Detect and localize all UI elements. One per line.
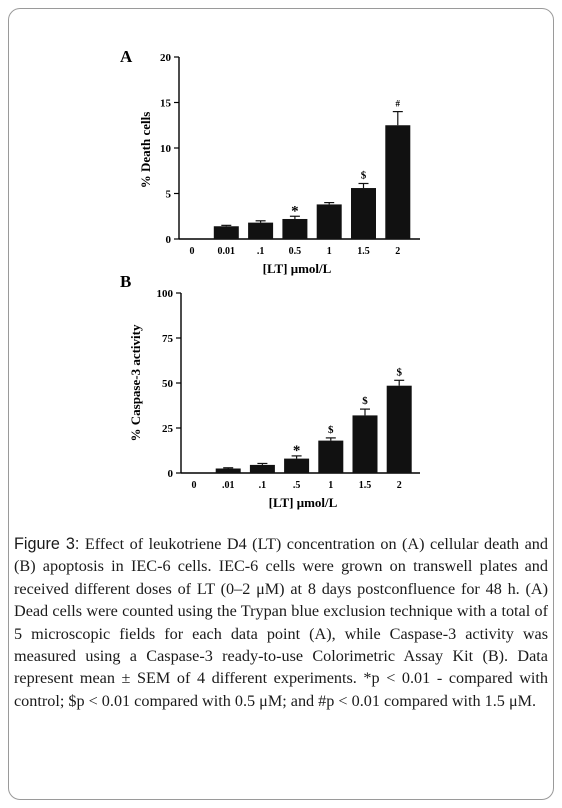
panel-b-xlabel: [LT] μmol/L bbox=[269, 495, 338, 510]
x-tick-label: .01 bbox=[222, 480, 235, 491]
panel-a-ylabel: % Death cells bbox=[138, 112, 153, 189]
bar bbox=[318, 440, 344, 473]
x-tick-label: .5 bbox=[293, 480, 301, 491]
significance-marker: $ bbox=[396, 366, 402, 378]
x-tick-label: 1 bbox=[327, 246, 332, 257]
bar bbox=[351, 188, 376, 239]
panel-a-label: A bbox=[120, 47, 133, 66]
x-tick-label: 1.5 bbox=[359, 480, 372, 491]
plot-a: 0 5 10 15 20 0 0.01 .1 * 0.5 1 $1.5 #2 bbox=[160, 52, 420, 257]
y-tick-label: 0 bbox=[168, 468, 174, 480]
bar bbox=[282, 218, 308, 239]
caption-label: Figure 3: bbox=[14, 535, 80, 553]
x-tick-label: 2 bbox=[397, 480, 402, 491]
panel-a-xlabel: [LT] μmol/L bbox=[263, 261, 332, 276]
y-tick-label: 25 bbox=[162, 423, 174, 435]
caption-text: Effect of leukotriene D4 (LT) concentrat… bbox=[14, 535, 548, 710]
x-tick-label: 0.01 bbox=[218, 246, 236, 257]
y-tick-label: 20 bbox=[160, 52, 172, 64]
bar bbox=[215, 468, 241, 473]
bar bbox=[248, 222, 274, 239]
significance-marker: $ bbox=[328, 424, 334, 436]
figure-caption: Figure 3: Effect of leukotriene D4 (LT) … bbox=[14, 533, 548, 712]
bar bbox=[249, 464, 275, 473]
y-tick-label: 15 bbox=[160, 98, 172, 110]
figure-frame bbox=[8, 8, 554, 800]
bar bbox=[352, 415, 378, 473]
panel-b-label: B bbox=[120, 272, 131, 291]
significance-marker: # bbox=[396, 99, 401, 109]
bar bbox=[386, 385, 412, 473]
x-tick-label: 0 bbox=[192, 480, 197, 491]
x-tick-label: .1 bbox=[257, 246, 265, 257]
significance-marker: * bbox=[293, 443, 301, 459]
chart-panel-b: B 0 25 50 75 100 0 .01 .1 * .5 $1 $1.5 $2 % Caspase-… bbox=[120, 272, 420, 510]
x-tick-label: .1 bbox=[259, 480, 267, 491]
chart-panel-a: A 0 5 10 15 20 0 0.01 .1 * 0.5 1 $1.5 #2 % Death cel… bbox=[120, 47, 420, 276]
y-tick-label: 100 bbox=[157, 288, 174, 300]
x-tick-label: 2 bbox=[395, 246, 400, 257]
x-tick-label: 0.5 bbox=[289, 246, 302, 257]
x-tick-label: 1 bbox=[328, 480, 333, 491]
y-tick-label: 0 bbox=[166, 234, 172, 246]
panel-b-ylabel: % Caspase-3 activity bbox=[128, 324, 143, 441]
y-tick-label: 5 bbox=[166, 189, 172, 201]
significance-marker: $ bbox=[361, 169, 367, 181]
bar bbox=[284, 458, 310, 473]
y-tick-label: 75 bbox=[162, 333, 174, 345]
x-tick-label: 0 bbox=[190, 246, 195, 257]
x-tick-label: 1.5 bbox=[357, 246, 370, 257]
y-tick-label: 10 bbox=[160, 143, 172, 155]
bar bbox=[385, 125, 411, 239]
bar bbox=[316, 204, 342, 239]
plot-b: 0 25 50 75 100 0 .01 .1 * .5 $1 $1.5 $2 bbox=[157, 288, 420, 491]
bar bbox=[213, 226, 239, 239]
significance-marker: * bbox=[291, 203, 299, 219]
y-tick-label: 50 bbox=[162, 378, 174, 390]
significance-marker: $ bbox=[362, 395, 368, 407]
